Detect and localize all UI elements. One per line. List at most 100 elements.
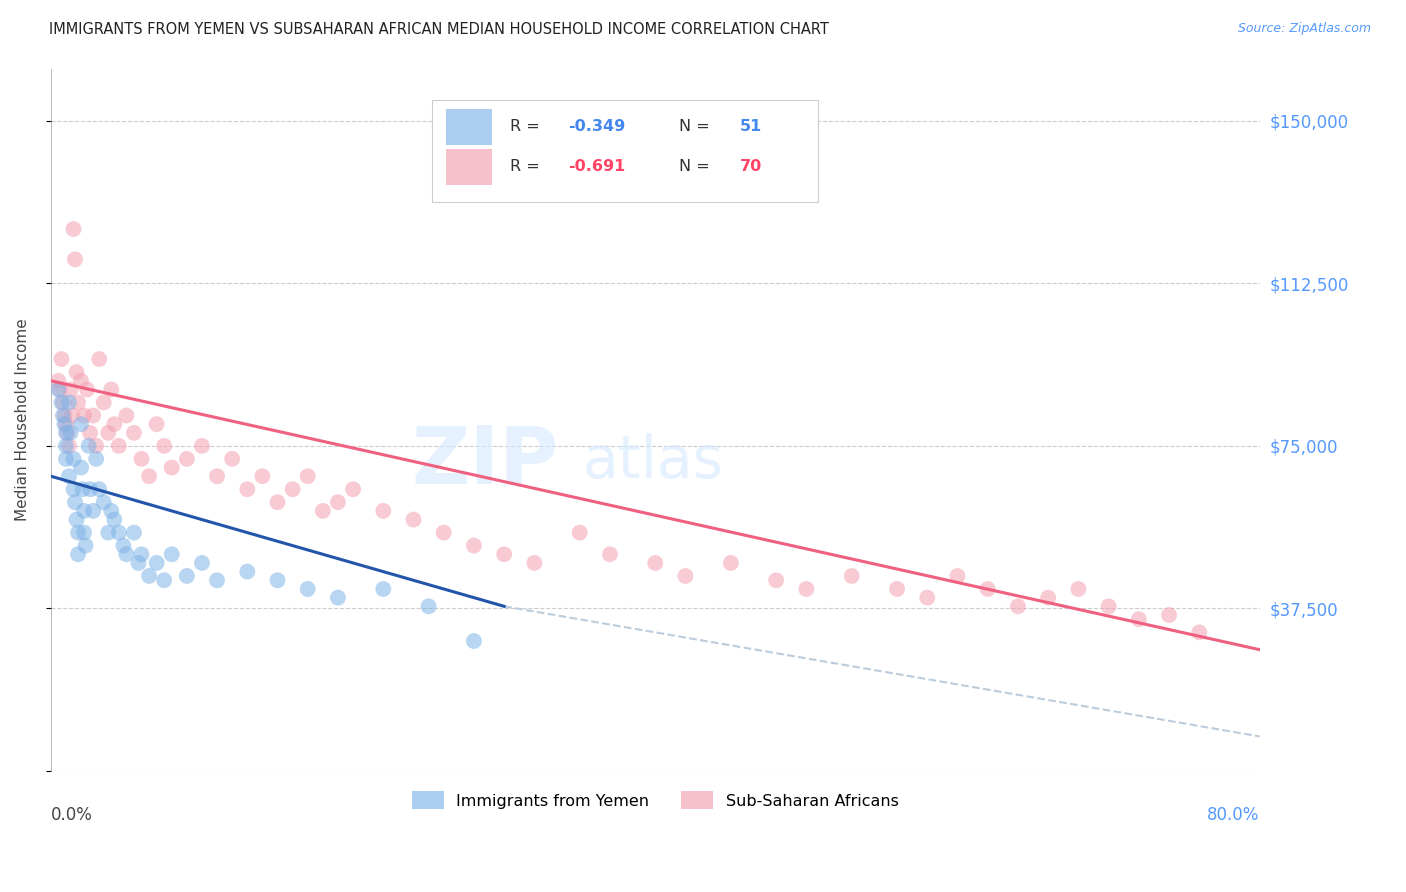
- Point: [644, 556, 666, 570]
- Point: [103, 512, 125, 526]
- Point: [67, 525, 90, 540]
- Point: [79, 482, 101, 496]
- Point: [1036, 591, 1059, 605]
- Bar: [446, 149, 492, 186]
- Text: atlas: atlas: [582, 434, 724, 491]
- Text: 0.0%: 0.0%: [51, 806, 93, 824]
- Point: [79, 425, 101, 440]
- Point: [51, 352, 73, 367]
- Point: [93, 395, 115, 409]
- Point: [58, 469, 80, 483]
- Point: [266, 495, 288, 509]
- Point: [145, 556, 167, 570]
- Point: [176, 569, 198, 583]
- Point: [675, 569, 697, 583]
- Point: [76, 383, 98, 397]
- Point: [221, 451, 243, 466]
- Text: -0.691: -0.691: [568, 160, 626, 175]
- Point: [49, 383, 72, 397]
- Point: [599, 547, 621, 561]
- Point: [523, 556, 546, 570]
- FancyBboxPatch shape: [432, 100, 818, 202]
- Point: [55, 451, 77, 466]
- Bar: [446, 109, 492, 145]
- Point: [53, 417, 76, 432]
- Text: N =: N =: [679, 160, 716, 175]
- Point: [52, 395, 75, 409]
- Point: [252, 469, 274, 483]
- Text: 51: 51: [740, 120, 762, 135]
- Point: [191, 556, 214, 570]
- Text: -0.349: -0.349: [568, 120, 626, 135]
- Point: [342, 482, 364, 496]
- Point: [145, 417, 167, 432]
- Point: [191, 439, 214, 453]
- Point: [131, 451, 153, 466]
- Point: [55, 417, 77, 432]
- Text: IMMIGRANTS FROM YEMEN VS SUBSAHARAN AFRICAN MEDIAN HOUSEHOLD INCOME CORRELATION : IMMIGRANTS FROM YEMEN VS SUBSAHARAN AFRI…: [49, 22, 830, 37]
- Point: [176, 451, 198, 466]
- Point: [312, 504, 335, 518]
- Point: [108, 439, 131, 453]
- Point: [112, 539, 135, 553]
- Point: [62, 222, 84, 236]
- Point: [326, 495, 349, 509]
- Point: [138, 569, 160, 583]
- Point: [70, 374, 93, 388]
- Point: [236, 482, 259, 496]
- Point: [1097, 599, 1119, 614]
- Point: [796, 582, 818, 596]
- Point: [281, 482, 304, 496]
- Point: [60, 409, 83, 423]
- Point: [977, 582, 1000, 596]
- Text: Source: ZipAtlas.com: Source: ZipAtlas.com: [1237, 22, 1371, 36]
- Text: 80.0%: 80.0%: [1208, 806, 1260, 824]
- Point: [77, 439, 100, 453]
- Point: [55, 439, 77, 453]
- Point: [115, 547, 138, 561]
- Point: [82, 409, 104, 423]
- Point: [73, 504, 96, 518]
- Point: [122, 525, 145, 540]
- Point: [63, 495, 86, 509]
- Point: [58, 439, 80, 453]
- Point: [297, 582, 319, 596]
- Point: [58, 395, 80, 409]
- Point: [103, 417, 125, 432]
- Point: [326, 591, 349, 605]
- Point: [53, 409, 76, 423]
- Point: [52, 409, 75, 423]
- Point: [62, 482, 84, 496]
- Legend: Immigrants from Yemen, Sub-Saharan Africans: Immigrants from Yemen, Sub-Saharan Afric…: [405, 785, 905, 816]
- Point: [236, 565, 259, 579]
- Point: [418, 599, 440, 614]
- Point: [494, 547, 516, 561]
- Point: [373, 582, 395, 596]
- Point: [115, 409, 138, 423]
- Point: [65, 512, 87, 526]
- Point: [153, 574, 176, 588]
- Point: [100, 383, 122, 397]
- Point: [48, 383, 70, 397]
- Point: [100, 504, 122, 518]
- Point: [160, 547, 183, 561]
- Point: [160, 460, 183, 475]
- Text: 70: 70: [740, 160, 762, 175]
- Point: [886, 582, 908, 596]
- Text: N =: N =: [679, 120, 716, 135]
- Point: [1007, 599, 1029, 614]
- Point: [765, 574, 787, 588]
- Point: [841, 569, 863, 583]
- Point: [55, 425, 77, 440]
- Point: [75, 539, 97, 553]
- Point: [70, 460, 93, 475]
- Point: [84, 439, 107, 453]
- Point: [67, 395, 90, 409]
- Point: [89, 482, 111, 496]
- Point: [946, 569, 969, 583]
- Point: [153, 439, 176, 453]
- Point: [297, 469, 319, 483]
- Point: [131, 547, 153, 561]
- Point: [433, 525, 456, 540]
- Point: [463, 539, 485, 553]
